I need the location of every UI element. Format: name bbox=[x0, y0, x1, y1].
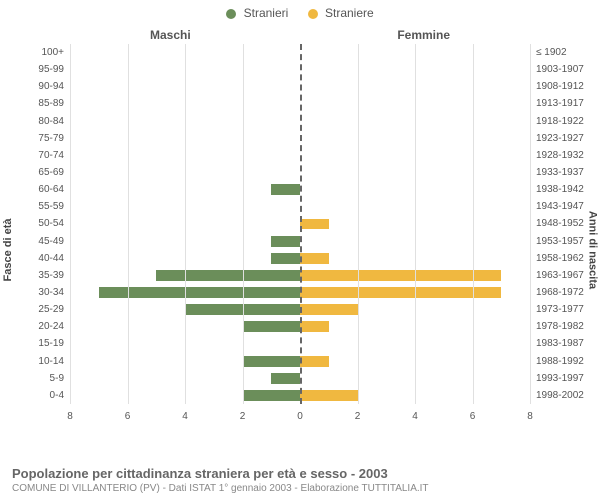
bar-male bbox=[243, 390, 301, 401]
legend-label-male: Stranieri bbox=[244, 6, 289, 20]
age-label: 100+ bbox=[41, 44, 70, 61]
birth-year-label: 1928-1932 bbox=[530, 147, 584, 164]
bar-female bbox=[300, 270, 501, 281]
birth-year-label: 1903-1907 bbox=[530, 61, 584, 78]
birth-year-label: ≤ 1902 bbox=[530, 44, 567, 61]
x-tick-label: 0 bbox=[297, 411, 303, 422]
age-label: 85-89 bbox=[38, 95, 70, 112]
age-label: 35-39 bbox=[38, 267, 70, 284]
age-label: 30-34 bbox=[38, 284, 70, 301]
age-label: 0-4 bbox=[50, 387, 70, 404]
age-label: 55-59 bbox=[38, 198, 70, 215]
age-label: 15-19 bbox=[38, 335, 70, 352]
chart-title: Popolazione per cittadinanza straniera p… bbox=[12, 466, 588, 481]
bar-male bbox=[271, 236, 300, 247]
legend-label-female: Straniere bbox=[325, 6, 374, 20]
birth-year-label: 1918-1922 bbox=[530, 113, 584, 130]
age-label: 5-9 bbox=[50, 370, 70, 387]
birth-year-label: 1908-1912 bbox=[530, 78, 584, 95]
plot-area: 100+≤ 190295-991903-190790-941908-191285… bbox=[70, 44, 530, 422]
x-tick-label: 8 bbox=[67, 411, 73, 422]
x-tick-label: 6 bbox=[470, 411, 476, 422]
birth-year-label: 1938-1942 bbox=[530, 181, 584, 198]
gridline bbox=[185, 44, 186, 404]
age-label: 70-74 bbox=[38, 147, 70, 164]
age-label: 40-44 bbox=[38, 250, 70, 267]
birth-year-label: 1958-1962 bbox=[530, 250, 584, 267]
birth-year-label: 1978-1982 bbox=[530, 318, 584, 335]
bar-male bbox=[156, 270, 300, 281]
gridline bbox=[70, 44, 71, 404]
age-label: 25-29 bbox=[38, 301, 70, 318]
age-label: 80-84 bbox=[38, 113, 70, 130]
age-label: 45-49 bbox=[38, 233, 70, 250]
birth-year-label: 1983-1987 bbox=[530, 335, 584, 352]
chart-subtitle: COMUNE DI VILLANTERIO (PV) - Dati ISTAT … bbox=[12, 483, 588, 494]
legend-item-female: Straniere bbox=[308, 6, 374, 20]
birth-year-label: 1933-1937 bbox=[530, 164, 584, 181]
bar-male bbox=[243, 356, 301, 367]
gridline bbox=[358, 44, 359, 404]
bar-male bbox=[271, 184, 300, 195]
bar-female bbox=[300, 390, 358, 401]
gridline bbox=[473, 44, 474, 404]
birth-year-label: 1953-1957 bbox=[530, 233, 584, 250]
birth-year-label: 1948-1952 bbox=[530, 215, 584, 232]
bar-male bbox=[271, 253, 300, 264]
birth-year-label: 1988-1992 bbox=[530, 353, 584, 370]
x-tick-label: 2 bbox=[240, 411, 246, 422]
birth-year-label: 1968-1972 bbox=[530, 284, 584, 301]
column-title-female: Femmine bbox=[397, 28, 450, 42]
bar-female bbox=[300, 219, 329, 230]
bar-female bbox=[300, 287, 501, 298]
age-label: 65-69 bbox=[38, 164, 70, 181]
population-pyramid-chart: Stranieri Straniere Maschi Femmine Fasce… bbox=[0, 0, 600, 500]
age-label: 20-24 bbox=[38, 318, 70, 335]
bar-male bbox=[99, 287, 300, 298]
x-tick-label: 4 bbox=[412, 411, 418, 422]
x-tick-label: 4 bbox=[182, 411, 188, 422]
x-tick-label: 2 bbox=[355, 411, 361, 422]
x-tick-label: 8 bbox=[527, 411, 533, 422]
birth-year-label: 1923-1927 bbox=[530, 130, 584, 147]
column-title-male: Maschi bbox=[150, 28, 191, 42]
age-label: 90-94 bbox=[38, 78, 70, 95]
legend-swatch-female bbox=[308, 9, 318, 19]
age-label: 10-14 bbox=[38, 353, 70, 370]
bar-female bbox=[300, 356, 329, 367]
birth-year-label: 1913-1917 bbox=[530, 95, 584, 112]
gridline bbox=[415, 44, 416, 404]
legend-item-male: Stranieri bbox=[226, 6, 288, 20]
bar-female bbox=[300, 304, 358, 315]
y-axis-title-right: Anni di nascita bbox=[586, 211, 598, 289]
birth-year-label: 1973-1977 bbox=[530, 301, 584, 318]
legend-swatch-male bbox=[226, 9, 236, 19]
gridline bbox=[530, 44, 531, 404]
gridline bbox=[243, 44, 244, 404]
x-tick-label: 6 bbox=[125, 411, 131, 422]
age-label: 95-99 bbox=[38, 61, 70, 78]
bar-female bbox=[300, 253, 329, 264]
birth-year-label: 1993-1997 bbox=[530, 370, 584, 387]
gridline bbox=[128, 44, 129, 404]
birth-year-label: 1998-2002 bbox=[530, 387, 584, 404]
bar-female bbox=[300, 321, 329, 332]
age-label: 60-64 bbox=[38, 181, 70, 198]
center-axis-line bbox=[300, 44, 302, 404]
age-label: 75-79 bbox=[38, 130, 70, 147]
bar-male bbox=[243, 321, 301, 332]
bar-male bbox=[271, 373, 300, 384]
birth-year-label: 1963-1967 bbox=[530, 267, 584, 284]
age-label: 50-54 bbox=[38, 215, 70, 232]
chart-footer: Popolazione per cittadinanza straniera p… bbox=[12, 466, 588, 494]
y-axis-title-left: Fasce di età bbox=[2, 219, 14, 282]
legend: Stranieri Straniere bbox=[0, 6, 600, 20]
birth-year-label: 1943-1947 bbox=[530, 198, 584, 215]
